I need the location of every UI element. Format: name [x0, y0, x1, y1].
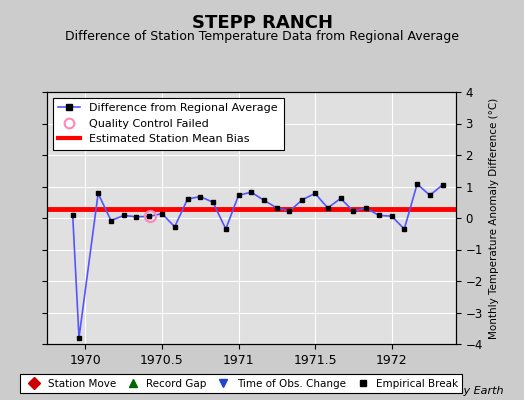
Text: STEPP RANCH: STEPP RANCH	[191, 14, 333, 32]
Y-axis label: Monthly Temperature Anomaly Difference (°C): Monthly Temperature Anomaly Difference (…	[488, 97, 498, 339]
Legend: Station Move, Record Gap, Time of Obs. Change, Empirical Break: Station Move, Record Gap, Time of Obs. C…	[20, 374, 462, 393]
Text: Berkeley Earth: Berkeley Earth	[421, 386, 503, 396]
Text: Difference of Station Temperature Data from Regional Average: Difference of Station Temperature Data f…	[65, 30, 459, 43]
Legend: Difference from Regional Average, Quality Control Failed, Estimated Station Mean: Difference from Regional Average, Qualit…	[53, 98, 283, 150]
